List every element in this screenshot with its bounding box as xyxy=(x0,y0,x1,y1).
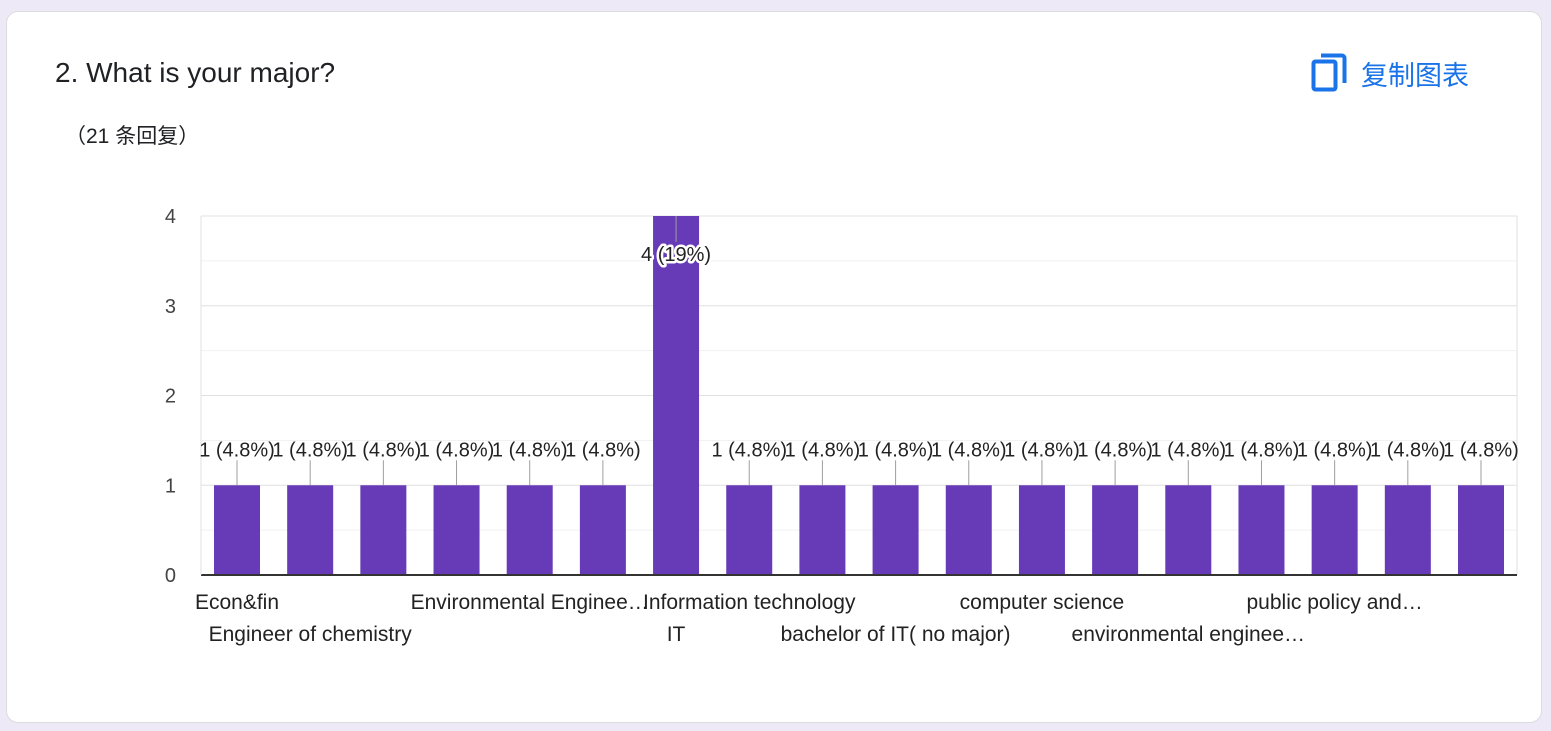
data-label: 1 (4.8%) xyxy=(858,439,934,461)
bar xyxy=(653,216,700,575)
data-label: 1 (4.8%) xyxy=(565,439,641,461)
x-category-label: Environmental Enginee… xyxy=(411,591,649,614)
copy-chart-label: 复制图表 xyxy=(1361,60,1469,91)
question-title: 2. What is your major? xyxy=(55,57,336,88)
bar xyxy=(579,485,626,575)
data-label: 1 (4.8%) xyxy=(931,439,1007,461)
response-count: （21 条回复） xyxy=(65,125,200,148)
y-tick-label: 2 xyxy=(165,386,176,408)
x-category-label: environmental enginee… xyxy=(1072,623,1305,646)
bar xyxy=(506,485,553,575)
x-category-label: public policy and… xyxy=(1247,591,1423,614)
bar xyxy=(945,485,992,575)
data-label: 1 (4.8%) xyxy=(1443,439,1519,461)
bar xyxy=(287,485,334,575)
x-category-label: Econ&fin xyxy=(195,591,279,614)
bars xyxy=(214,216,1504,575)
y-tick-label: 0 xyxy=(165,565,176,587)
copy-chart-button[interactable]: 复制图表 xyxy=(1307,48,1473,98)
bar xyxy=(1238,485,1285,575)
data-label: 1 (4.8%) xyxy=(1150,439,1226,461)
data-label: 1 (4.8%) xyxy=(1224,439,1300,461)
bar xyxy=(1458,485,1504,575)
x-category-label: bachelor of IT( no major) xyxy=(781,623,1011,646)
bar xyxy=(1165,485,1212,575)
grid-lines xyxy=(201,215,1518,575)
x-category-label: Engineer of chemistry xyxy=(209,623,413,646)
bar xyxy=(872,485,919,575)
bar xyxy=(1384,485,1431,575)
axes xyxy=(200,216,1517,576)
data-label: 1 (4.8%) xyxy=(785,439,861,461)
data-label: 4 (19%) xyxy=(641,244,711,266)
y-tick-label: 4 xyxy=(165,206,176,228)
data-label: 1 (4.8%) xyxy=(1077,439,1153,461)
bar xyxy=(214,485,260,575)
data-label: 1 (4.8%) xyxy=(1297,439,1373,461)
bar xyxy=(1311,485,1358,575)
data-label: 1 (4.8%) xyxy=(199,439,275,461)
x-category-label: Information technology xyxy=(643,591,856,614)
chart-card: 2. What is your major? （21 条回复） 复制图表 xyxy=(6,11,1542,723)
bar xyxy=(726,485,773,575)
bar xyxy=(799,485,846,575)
bar xyxy=(1018,485,1065,575)
data-label: 1 (4.8%) xyxy=(1004,439,1080,461)
data-label: 1 (4.8%) xyxy=(419,439,495,461)
x-category-label: computer science xyxy=(960,591,1125,614)
y-tick-label: 1 xyxy=(165,475,176,497)
bar xyxy=(433,485,480,575)
bar xyxy=(1092,485,1139,575)
data-label: 1 (4.8%) xyxy=(346,439,422,461)
y-tick-label: 3 xyxy=(165,296,176,318)
data-label: 1 (4.8%) xyxy=(711,439,787,461)
data-label: 1 (4.8%) xyxy=(1370,439,1446,461)
data-label: 1 (4.8%) xyxy=(272,439,348,461)
copy-icon xyxy=(1311,53,1347,93)
data-label: 1 (4.8%) xyxy=(492,439,568,461)
x-category-label: IT xyxy=(667,623,686,646)
bar xyxy=(360,485,407,575)
